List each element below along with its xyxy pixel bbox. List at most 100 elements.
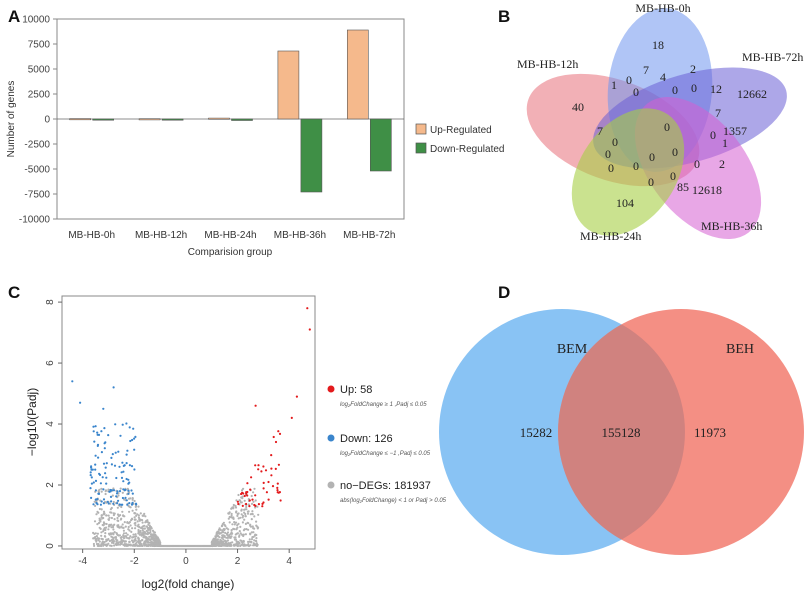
point-no-deg — [229, 542, 232, 546]
point-no-deg — [134, 524, 137, 527]
venn-region: 0 — [694, 157, 700, 171]
point-no-deg — [115, 543, 118, 547]
venn-beh-only: 11973 — [694, 425, 726, 440]
point-no-deg — [117, 526, 120, 529]
venn-region: 2 — [719, 157, 725, 171]
point-no-deg — [121, 523, 124, 526]
point-down — [102, 407, 105, 410]
point-no-deg — [117, 534, 120, 537]
point-no-deg — [125, 535, 128, 538]
point-down — [110, 456, 113, 459]
point-no-deg — [104, 489, 108, 492]
point-down — [125, 477, 128, 481]
point-no-deg — [242, 529, 245, 532]
point-down — [97, 492, 101, 495]
point-up — [279, 499, 282, 502]
point-no-deg — [157, 543, 160, 547]
point-down — [103, 447, 106, 450]
point-no-deg — [112, 528, 115, 531]
point-no-deg — [93, 520, 97, 523]
bar-down-MB-HB-72h — [369, 118, 392, 172]
point-no-deg — [95, 542, 99, 546]
legend-up-note: log₂FoldChange ≥ 1 ,Padj ≤ 0.05 — [340, 402, 427, 408]
point-no-deg — [149, 533, 153, 536]
point-no-deg — [97, 539, 100, 542]
point-no-deg — [211, 539, 214, 542]
point-down — [133, 437, 136, 440]
point-no-deg — [234, 544, 237, 547]
point-no-deg — [94, 504, 97, 507]
venn-set-label-beh: BEH — [726, 342, 754, 357]
point-no-deg — [135, 514, 138, 517]
point-no-deg — [127, 497, 131, 500]
point-down — [109, 495, 113, 498]
point-down — [131, 492, 134, 495]
point-no-deg — [230, 507, 233, 510]
point-no-deg — [240, 508, 243, 511]
point-no-deg — [128, 536, 131, 540]
point-down — [127, 478, 130, 481]
point-no-deg — [100, 487, 103, 490]
point-no-deg — [127, 528, 130, 531]
point-down — [97, 456, 100, 459]
point-no-deg — [120, 505, 123, 509]
point-down — [96, 503, 99, 506]
point-no-deg — [133, 535, 136, 538]
point-no-deg — [144, 540, 147, 543]
point-no-deg — [143, 536, 146, 539]
point-no-deg — [114, 536, 118, 539]
point-no-deg — [104, 532, 107, 535]
point-no-deg — [232, 517, 235, 520]
point-up — [276, 486, 279, 489]
point-no-deg — [149, 535, 152, 538]
point-no-deg — [148, 521, 151, 525]
venn-both: 155128 — [602, 425, 641, 440]
point-no-deg — [234, 521, 238, 524]
point-down — [122, 470, 125, 473]
venn-region: 0 — [633, 85, 639, 99]
point-no-deg — [239, 525, 242, 529]
point-no-deg — [121, 526, 124, 529]
point-no-deg — [131, 498, 134, 501]
point-no-deg — [241, 497, 244, 500]
legend-down-note: log₂FoldChange ≤ −1 ,Padj ≤ 0.05 — [340, 451, 431, 457]
point-no-deg — [117, 519, 120, 523]
point-no-deg — [230, 535, 233, 538]
point-no-deg — [230, 529, 233, 532]
point-no-deg — [238, 530, 241, 533]
point-no-deg — [246, 510, 249, 513]
x-category-label: MB-HB-72h — [343, 230, 395, 241]
point-no-deg — [257, 513, 260, 516]
point-no-deg — [117, 494, 120, 497]
point-no-deg — [112, 532, 115, 535]
point-no-deg — [239, 516, 242, 519]
point-down — [120, 476, 124, 479]
point-no-deg — [136, 520, 139, 523]
legend-down-label: Down-Regulated — [430, 144, 505, 155]
point-no-deg — [222, 534, 225, 537]
point-no-deg — [141, 544, 144, 548]
point-down — [121, 423, 124, 426]
point-up — [251, 498, 254, 501]
two-set-venn-panel: D BEM BEH 15282 155128 11973 — [439, 283, 804, 555]
venn-ellipse-24h — [571, 108, 685, 236]
legend-down-label: Down: 126 — [340, 433, 393, 445]
bar-down-MB-HB-36h — [300, 118, 323, 193]
point-no-deg — [224, 531, 227, 535]
bar-chart-panel: A -10000 -7500 -5000 -2500 0 2500 5000 7500 1000… — [6, 7, 505, 258]
point-up — [245, 502, 248, 506]
point-down — [105, 462, 108, 465]
venn-region: 18 — [652, 38, 664, 52]
point-no-deg — [131, 544, 134, 547]
point-no-deg — [126, 533, 129, 536]
point-no-deg — [109, 544, 112, 547]
point-no-deg — [228, 511, 231, 514]
point-up — [261, 505, 264, 508]
point-down — [103, 427, 106, 430]
point-down — [125, 462, 128, 465]
point-down — [92, 430, 95, 433]
point-no-deg — [138, 526, 141, 529]
venn-set-label-24h: MB-HB-24h — [580, 229, 641, 243]
point-no-deg — [96, 532, 99, 535]
point-no-deg — [232, 544, 235, 547]
